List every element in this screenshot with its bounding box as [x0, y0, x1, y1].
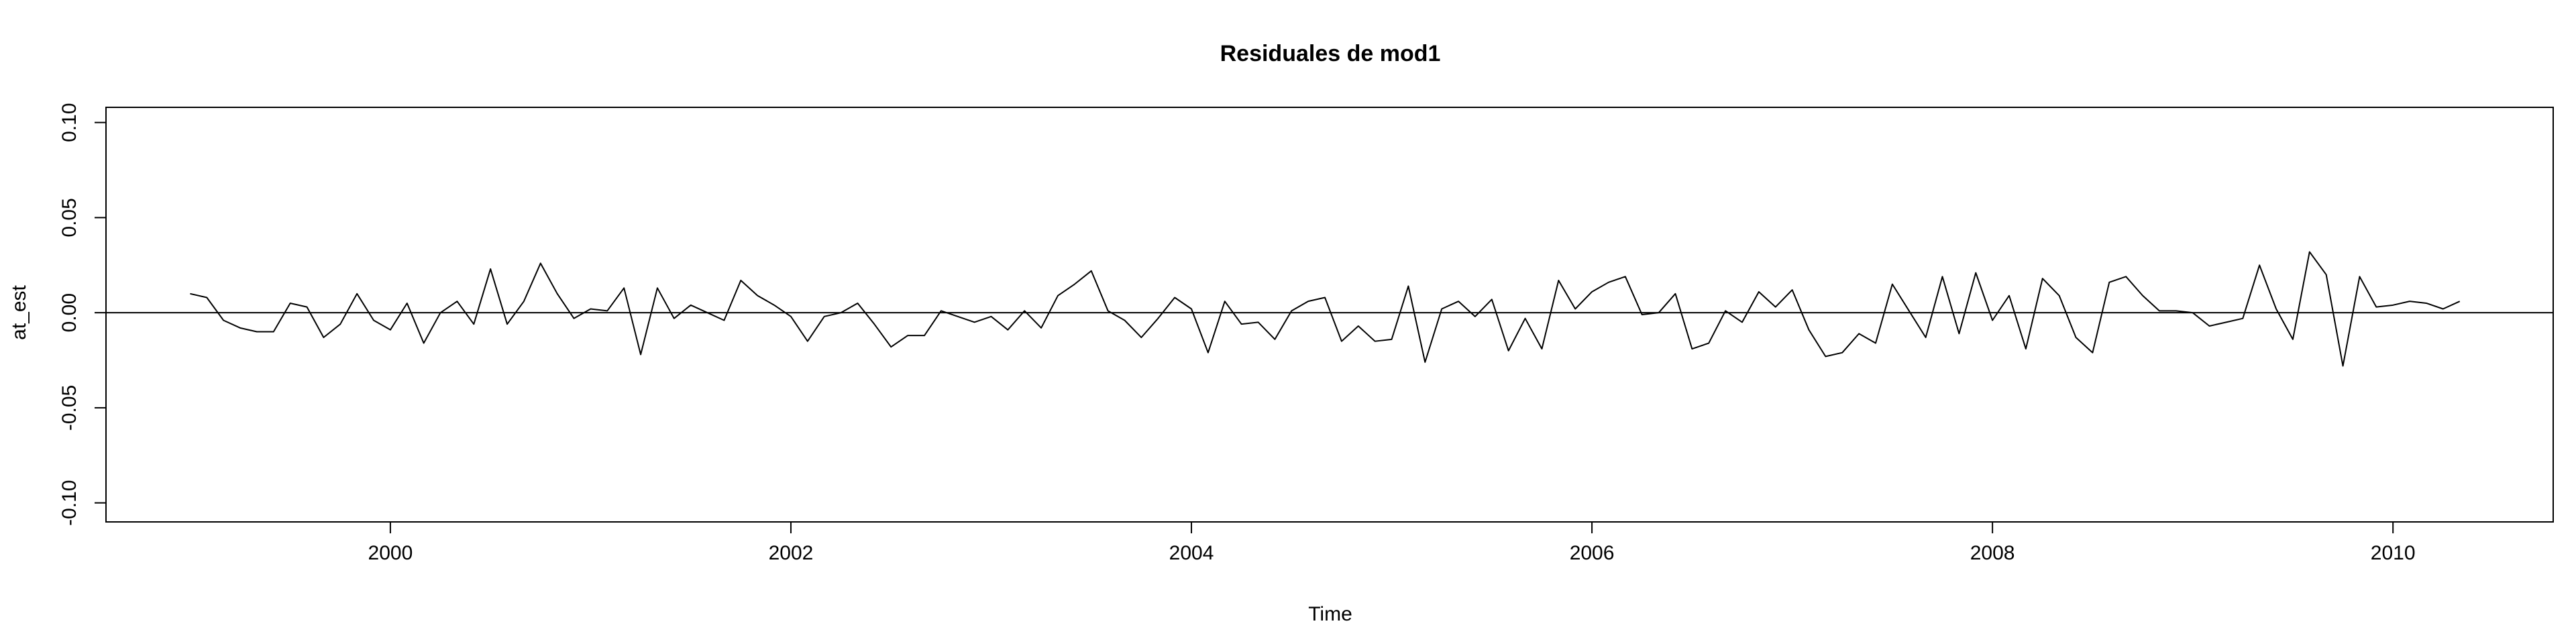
series-layer	[190, 251, 2461, 367]
residuals-series-line	[190, 251, 2461, 367]
y-tick-label: -0.10	[58, 480, 80, 525]
x-tick-label: 2008	[1970, 542, 2015, 564]
x-axis: 2000 2002 2004 2006 2008 2010	[368, 522, 2416, 564]
y-tick-label: -0.05	[58, 385, 80, 431]
plot-frame	[105, 107, 2554, 523]
x-axis-label: Time	[1308, 603, 1352, 625]
x-tick-label: 2006	[1570, 542, 1615, 564]
y-tick-label: 0.05	[58, 198, 80, 237]
x-tick-label: 2010	[2371, 542, 2416, 564]
y-axis-label: at_est	[8, 284, 30, 339]
x-tick-label: 2002	[769, 542, 814, 564]
chart-title: Residuales de mod1	[1220, 41, 1441, 66]
x-tick-label: 2000	[368, 542, 413, 564]
y-tick-label: 0.00	[58, 293, 80, 332]
x-tick-label: 2004	[1169, 542, 1214, 564]
y-axis: -0.10 -0.05 0.00 0.05 0.10	[58, 103, 106, 526]
y-tick-label: 0.10	[58, 103, 80, 142]
